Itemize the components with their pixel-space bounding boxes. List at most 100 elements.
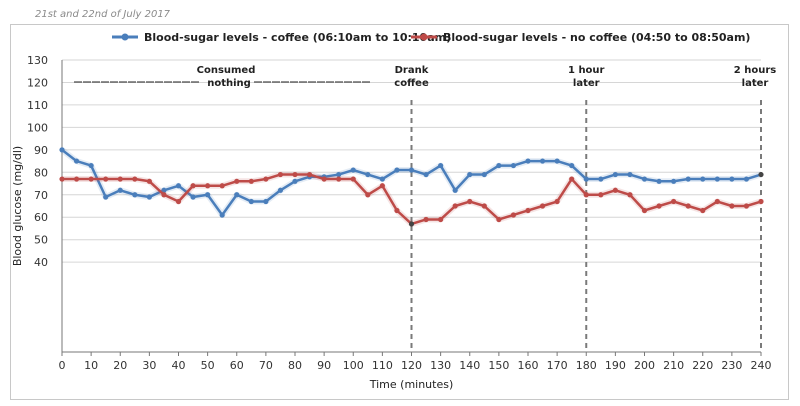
data-point [496, 162, 502, 169]
x-tick-label: 70 [259, 359, 273, 372]
data-point [481, 203, 487, 209]
data-point [423, 171, 429, 178]
data-point [729, 203, 735, 209]
data-point [467, 171, 473, 178]
data-point [292, 178, 298, 184]
legend-label: Blood-sugar levels - no coffee (04:50 to… [443, 31, 750, 44]
data-point [700, 176, 706, 182]
chart-date-note: 21st and 22nd of July 2017 [35, 9, 171, 20]
data-point [452, 187, 458, 193]
annotations: Consumed nothing Drank coffee 1 hour later 2 h… [74, 65, 776, 89]
data-point [350, 167, 356, 173]
annotation-label: Consumed [197, 65, 256, 76]
x-tick-label: 40 [172, 359, 186, 372]
x-tick-label: 90 [317, 359, 331, 372]
data-point [88, 176, 94, 182]
data-point [146, 178, 152, 184]
data-point [263, 176, 269, 182]
data-point [365, 171, 371, 178]
x-tick-label: 160 [518, 359, 539, 372]
y-tick-label: 50 [34, 234, 48, 247]
x-axis-label: Time (minutes) [369, 378, 454, 391]
event-markers [410, 100, 762, 352]
x-tick-label: 180 [576, 359, 597, 372]
data-point [365, 192, 371, 198]
data-point [554, 158, 560, 164]
data-point [379, 176, 385, 182]
data-point [73, 158, 80, 164]
y-tick-label: 110 [27, 99, 48, 112]
data-point [379, 183, 385, 189]
data-point [132, 192, 138, 198]
annotation-label: 1 hour [568, 65, 605, 76]
data-point [234, 192, 240, 198]
data-point [656, 203, 662, 209]
data-point [627, 192, 633, 198]
data-point [685, 203, 691, 209]
data-point [758, 171, 764, 178]
data-point [117, 176, 123, 182]
annotation-label: later [742, 78, 769, 89]
data-point [161, 187, 167, 193]
data-point [117, 187, 123, 193]
y-tick-label: 120 [27, 76, 48, 89]
data-point [336, 171, 342, 178]
data-point [394, 207, 400, 214]
data-point [190, 194, 196, 200]
data-point [685, 176, 691, 182]
data-point [627, 171, 633, 178]
x-tick-label: 170 [547, 359, 568, 372]
data-point [510, 162, 517, 169]
annotation-label: 2 hours [734, 65, 776, 76]
gridlines [62, 59, 761, 263]
data-point [452, 203, 458, 209]
data-point [234, 178, 240, 184]
data-point [423, 216, 429, 223]
data-point [583, 192, 589, 198]
data-series [59, 147, 764, 227]
y-tick-label: 130 [27, 54, 48, 67]
legend-label: Blood-sugar levels - coffee (06:10am to … [144, 31, 451, 44]
data-point [743, 203, 750, 209]
data-point [612, 187, 618, 193]
data-point [190, 183, 196, 189]
data-point [525, 207, 531, 214]
data-point [612, 171, 618, 178]
data-point [481, 171, 487, 178]
data-point [248, 178, 254, 184]
chart-frame [10, 24, 789, 400]
x-tick-label: 130 [430, 359, 451, 372]
data-point [205, 192, 211, 198]
x-tick-label: 30 [142, 359, 156, 372]
data-point [292, 171, 298, 178]
annotation-label: coffee [394, 78, 429, 89]
y-tick-label: 90 [34, 144, 48, 157]
legend-swatch-marker [420, 33, 428, 41]
x-tick-label: 10 [84, 359, 98, 372]
annotation-label: Drank [395, 65, 429, 76]
x-tick-label: 60 [230, 359, 244, 372]
data-point [671, 178, 677, 184]
data-point [467, 198, 473, 205]
annotation-label: nothing [207, 78, 251, 89]
axes [61, 60, 762, 356]
data-point [336, 176, 342, 182]
data-point [59, 176, 65, 182]
x-tick-label: 80 [288, 359, 302, 372]
y-tick-label: 70 [34, 189, 48, 202]
x-tick-label: 100 [343, 359, 364, 372]
x-tick-label: 190 [605, 359, 626, 372]
data-point [350, 176, 356, 182]
x-tick-label: 50 [201, 359, 215, 372]
data-point [394, 167, 400, 173]
data-point [510, 212, 517, 218]
data-point [175, 198, 182, 205]
data-point [219, 183, 225, 189]
data-point [161, 192, 167, 198]
data-point [175, 183, 182, 189]
data-point [248, 198, 254, 205]
legend-swatch-marker [121, 33, 129, 41]
data-point [59, 147, 65, 153]
data-point [583, 176, 589, 182]
